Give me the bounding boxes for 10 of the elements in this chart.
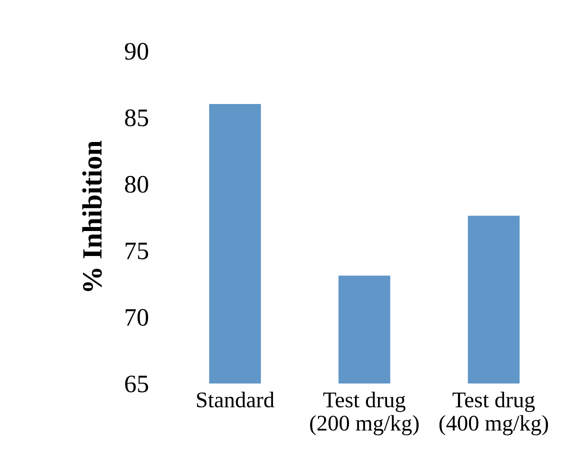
y-tick-label: 65: [125, 376, 148, 392]
y-tick-label: 70: [126, 308, 148, 326]
y-tick-label: 75: [126, 242, 148, 260]
y-tick-label: 85: [125, 109, 148, 126]
y-tick-label: 80: [125, 176, 148, 193]
y-tick-label: 90: [124, 42, 148, 60]
x-tick-label: Test drug (400 mg/kg): [439, 392, 548, 436]
x-tick-label: Test drug (200 mg/kg): [310, 392, 419, 436]
y-axis-title: % Inhibition: [82, 140, 102, 292]
x-tick-label: Standard: [197, 392, 274, 408]
